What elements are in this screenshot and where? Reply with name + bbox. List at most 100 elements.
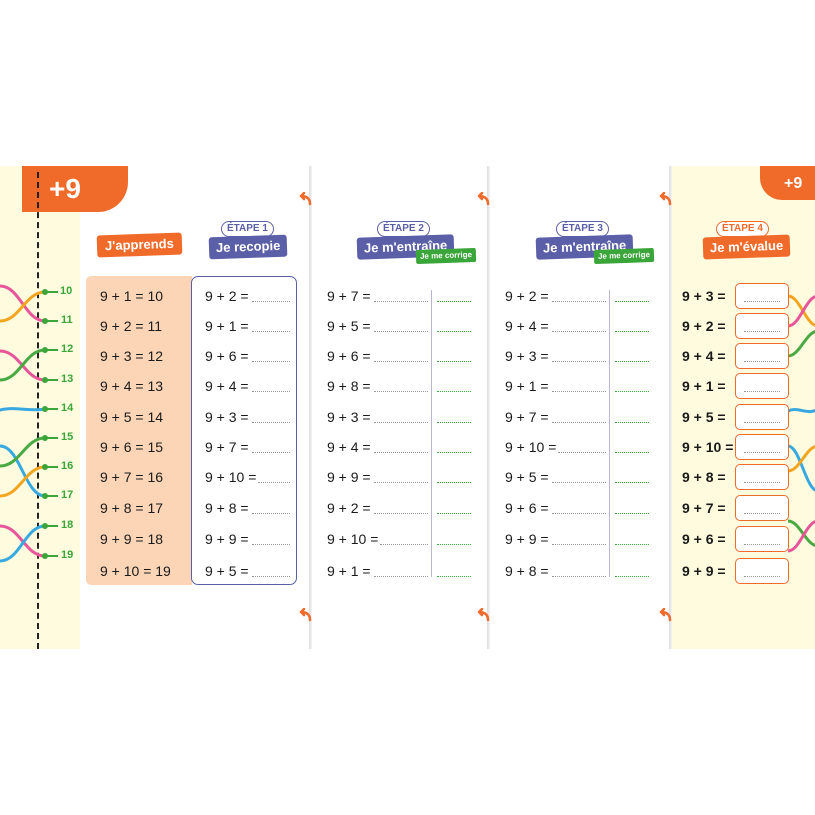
- step1-item: 9 + 4 =: [205, 378, 249, 394]
- answer-box[interactable]: [735, 526, 789, 552]
- number-line-label: 17: [61, 489, 74, 501]
- correction-line[interactable]: [615, 452, 649, 453]
- answer-line[interactable]: [374, 482, 428, 483]
- answer-box[interactable]: [735, 404, 789, 430]
- answer-box[interactable]: [735, 558, 789, 584]
- answer-line[interactable]: [552, 544, 606, 545]
- answer-box[interactable]: [735, 283, 789, 309]
- answer-line[interactable]: [552, 482, 606, 483]
- answer-line[interactable]: [552, 513, 606, 514]
- page-turn-icon: [299, 192, 312, 206]
- answer-box[interactable]: [735, 343, 789, 369]
- step4-item: 9 + 8 =: [682, 469, 726, 485]
- answer-line[interactable]: [252, 544, 290, 545]
- step2-item: 9 + 3 =: [327, 409, 371, 425]
- answer-line: [744, 422, 780, 423]
- answer-line[interactable]: [374, 576, 428, 577]
- answer-line[interactable]: [252, 513, 290, 514]
- correction-line[interactable]: [437, 482, 471, 483]
- answer-box[interactable]: [735, 313, 789, 339]
- correction-line[interactable]: [437, 422, 471, 423]
- answer-line[interactable]: [258, 482, 290, 483]
- learn-fact: 9 + 1 = 10: [100, 288, 164, 304]
- answer-line[interactable]: [252, 331, 290, 332]
- answer-box[interactable]: [735, 434, 789, 460]
- step3-item: 9 + 8 =: [505, 563, 549, 579]
- answer-line[interactable]: [374, 391, 428, 392]
- correction-line[interactable]: [437, 452, 471, 453]
- answer-line[interactable]: [374, 331, 428, 332]
- answer-box[interactable]: [735, 495, 789, 521]
- correction-line[interactable]: [615, 361, 649, 362]
- answer-line[interactable]: [374, 513, 428, 514]
- correction-line[interactable]: [615, 331, 649, 332]
- answer-line[interactable]: [552, 361, 606, 362]
- learn-fact: 9 + 5 = 14: [100, 409, 164, 425]
- correction-line[interactable]: [615, 422, 649, 423]
- step3-item: 9 + 6 =: [505, 500, 549, 516]
- answer-line[interactable]: [558, 452, 606, 453]
- answer-line[interactable]: [252, 422, 290, 423]
- correction-line[interactable]: [615, 301, 649, 302]
- step2-item: 9 + 6 =: [327, 348, 371, 364]
- step1-item: 9 + 8 =: [205, 500, 249, 516]
- learn-box: [86, 276, 192, 585]
- step2-item: 9 + 1 =: [327, 563, 371, 579]
- number-line-label: 19: [61, 549, 74, 561]
- number-line-label: 11: [61, 314, 73, 326]
- answer-line[interactable]: [252, 361, 290, 362]
- answer-line[interactable]: [380, 544, 428, 545]
- answer-line[interactable]: [552, 422, 606, 423]
- decor-waves: [788, 294, 815, 553]
- number-line-label: 18: [61, 519, 74, 531]
- correction-line[interactable]: [615, 482, 649, 483]
- answer-line: [744, 544, 780, 545]
- answer-line[interactable]: [252, 452, 290, 453]
- correction-line[interactable]: [437, 361, 471, 362]
- answer-line[interactable]: [374, 361, 428, 362]
- step3-item: 9 + 2 =: [505, 288, 549, 304]
- step1-item: 9 + 9 =: [205, 531, 249, 547]
- learn-fact: 9 + 6 = 15: [100, 439, 164, 455]
- learn-fact: 9 + 7 = 16: [100, 469, 164, 485]
- correction-line[interactable]: [437, 301, 471, 302]
- correction-line[interactable]: [437, 391, 471, 392]
- correction-line[interactable]: [437, 576, 471, 577]
- learn-fact: 9 + 9 = 18: [100, 531, 164, 547]
- correction-line[interactable]: [437, 544, 471, 545]
- answer-line[interactable]: [374, 422, 428, 423]
- answer-line[interactable]: [552, 391, 606, 392]
- answer-line[interactable]: [252, 301, 290, 302]
- fold-line: [669, 166, 672, 649]
- answer-line[interactable]: [552, 331, 606, 332]
- step3-item: 9 + 5 =: [505, 469, 549, 485]
- answer-line[interactable]: [252, 391, 290, 392]
- answer-line[interactable]: [374, 452, 428, 453]
- step2-item: 9 + 8 =: [327, 378, 371, 394]
- correction-line[interactable]: [615, 513, 649, 514]
- step4-item: 9 + 3 =: [682, 288, 726, 304]
- answer-line[interactable]: [552, 301, 606, 302]
- learn-fact: 9 + 8 = 17: [100, 500, 164, 516]
- answer-line[interactable]: [552, 576, 606, 577]
- step2-item: 9 + 9 =: [327, 469, 371, 485]
- answer-line: [744, 301, 780, 302]
- correction-line[interactable]: [615, 544, 649, 545]
- answer-line[interactable]: [252, 576, 290, 577]
- worksheet-spread: +9 +9: [0, 166, 815, 649]
- correction-line[interactable]: [437, 513, 471, 514]
- answer-line: [744, 482, 780, 483]
- correction-line[interactable]: [437, 331, 471, 332]
- step1-title: Je recopie: [208, 234, 288, 260]
- badge-label: +9: [49, 173, 81, 204]
- answer-box[interactable]: [735, 464, 789, 490]
- step2-item: 9 + 4 =: [327, 439, 371, 455]
- correction-line[interactable]: [615, 576, 649, 577]
- step4-item: 9 + 7 =: [682, 500, 726, 516]
- answer-line[interactable]: [374, 301, 428, 302]
- answer-box[interactable]: [735, 373, 789, 399]
- learn-fact: 9 + 10 = 19: [100, 563, 171, 579]
- correction-line[interactable]: [615, 391, 649, 392]
- step3-item: 9 + 4 =: [505, 318, 549, 334]
- step1-item: 9 + 3 =: [205, 409, 249, 425]
